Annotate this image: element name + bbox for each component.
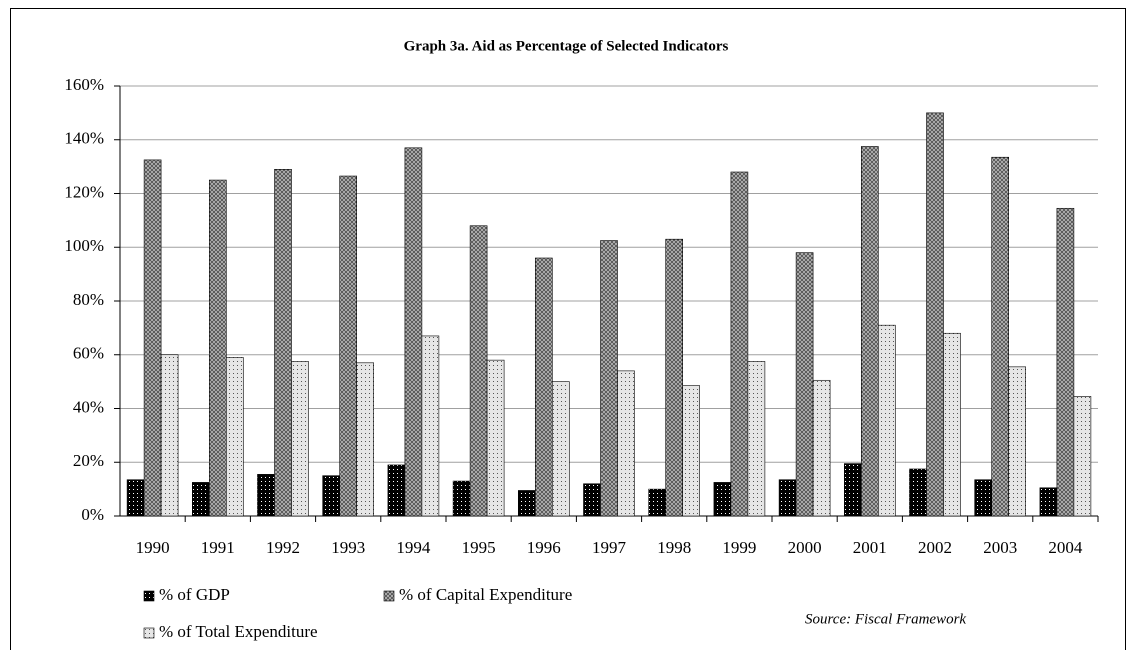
y-tick-label: 0% [81, 505, 104, 524]
x-tick-label: 1997 [592, 538, 627, 557]
bar [974, 479, 993, 517]
bar [517, 490, 536, 517]
bar [877, 324, 896, 517]
bar [1056, 207, 1075, 517]
bar [665, 238, 684, 517]
bar [160, 354, 179, 517]
bar [143, 159, 162, 517]
chart-title: Graph 3a. Aid as Percentage of Selected … [404, 38, 729, 54]
y-tick-label: 80% [73, 290, 104, 309]
bar [356, 362, 375, 517]
legend-label: % of Total Expenditure [159, 622, 318, 641]
bar [339, 175, 358, 517]
x-tick-label: 1999 [722, 538, 756, 557]
bar [469, 225, 488, 517]
bar [421, 335, 440, 517]
bar [583, 483, 601, 517]
bar [926, 112, 944, 517]
y-tick-label: 120% [64, 182, 104, 201]
legend-swatch [143, 627, 155, 639]
bar [747, 361, 766, 517]
x-tick-label: 1998 [657, 538, 691, 557]
bar [943, 332, 961, 517]
x-tick-label: 1992 [266, 538, 300, 557]
x-tick-label: 1991 [201, 538, 235, 557]
bar [617, 370, 635, 517]
bar [486, 359, 505, 517]
bar [991, 156, 1010, 517]
x-tick-label: 2004 [1048, 538, 1083, 557]
y-tick-label: 140% [64, 129, 104, 148]
bar [843, 463, 862, 517]
bar [860, 146, 879, 517]
bar [551, 381, 570, 517]
x-tick-label: 1993 [331, 538, 365, 557]
bar [778, 479, 797, 517]
bar [387, 464, 406, 517]
source-note: Source: Fiscal Framework [805, 611, 966, 627]
bar [126, 479, 145, 517]
bar [1073, 396, 1092, 517]
legend-label: % of GDP [159, 585, 230, 604]
bar [713, 482, 732, 517]
bar [404, 147, 423, 517]
x-tick-label: 1995 [462, 538, 496, 557]
y-tick-label: 20% [73, 451, 104, 470]
bar [682, 385, 701, 517]
frame [10, 8, 1126, 650]
bar [909, 468, 927, 517]
legend-swatch [143, 590, 155, 602]
bar [322, 475, 341, 517]
bar [209, 179, 227, 517]
bar [274, 169, 292, 517]
y-tick-label: 60% [73, 344, 104, 363]
y-tick-label: 40% [73, 397, 104, 416]
bar [795, 252, 814, 517]
bar [1039, 487, 1058, 517]
bar [226, 357, 244, 517]
bar [812, 379, 831, 517]
bar [730, 171, 749, 517]
bar [192, 482, 210, 517]
x-tick-label: 2002 [918, 538, 952, 557]
x-tick-label: 1994 [396, 538, 431, 557]
y-tick-label: 160% [64, 75, 104, 94]
bar [648, 488, 667, 517]
x-tick-label: 1996 [527, 538, 561, 557]
y-tick-label: 100% [64, 236, 104, 255]
x-tick-label: 2001 [853, 538, 887, 557]
bar [1008, 366, 1027, 517]
bar [534, 257, 553, 517]
x-tick-label: 1990 [136, 538, 170, 557]
x-tick-label: 2000 [788, 538, 822, 557]
bar [291, 361, 309, 517]
legend-swatch [383, 590, 395, 602]
bar [600, 240, 618, 517]
legend-label: % of Capital Expenditure [399, 585, 572, 604]
bar [257, 474, 275, 517]
bar [452, 480, 471, 517]
x-tick-label: 2003 [983, 538, 1017, 557]
